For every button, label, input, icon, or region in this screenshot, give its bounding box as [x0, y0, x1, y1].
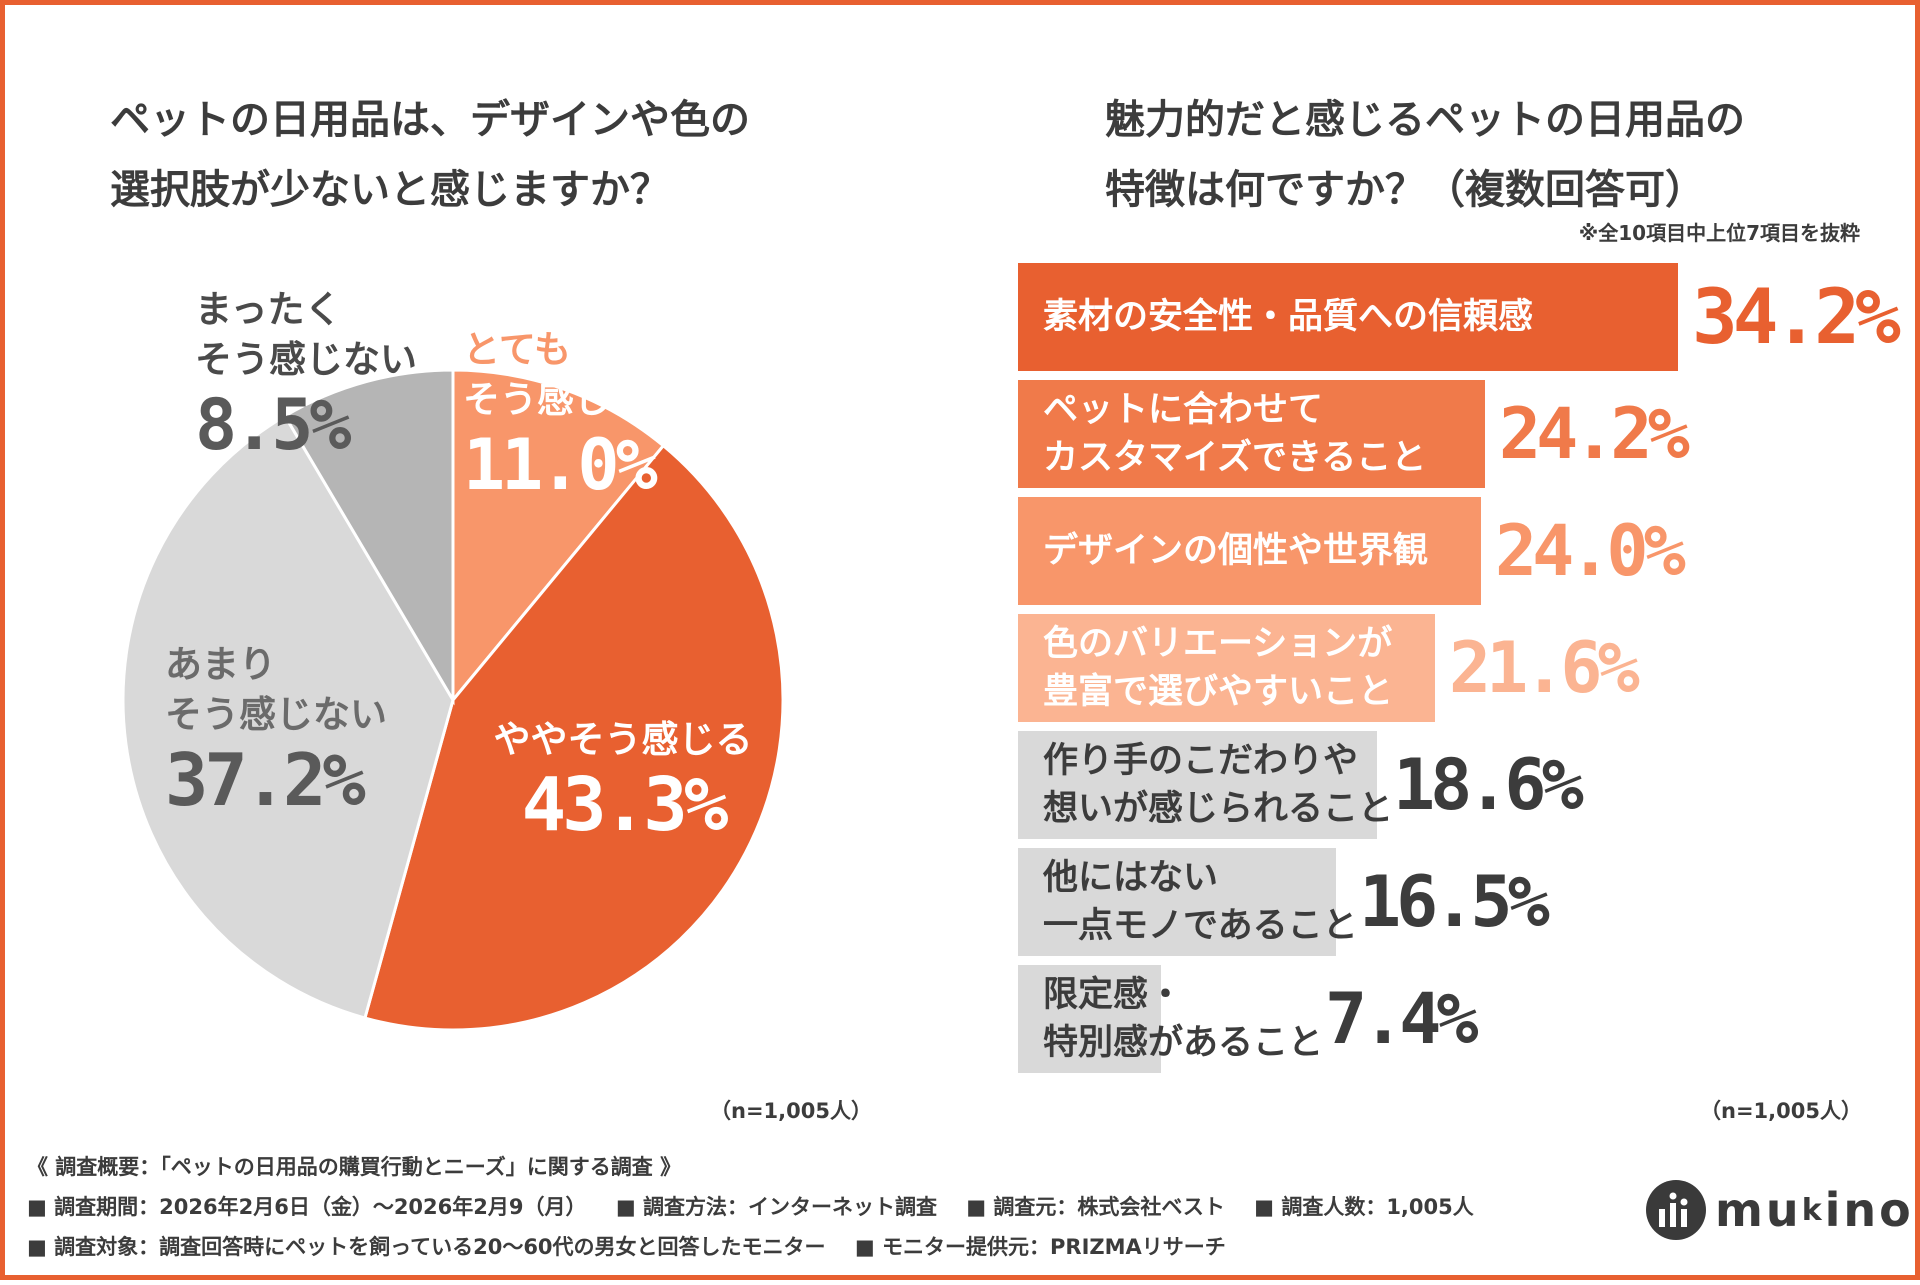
pie-label-text: そう感じない: [195, 338, 417, 381]
pie-slice-not-at-all: [282, 368, 455, 706]
bar-value: 18.6%: [1393, 744, 1584, 826]
bar-label-line: 一点モノであること: [1043, 906, 1358, 946]
bar-label-line: 特別感があること: [1043, 1023, 1324, 1063]
footer-survey-target: ■ 調査対象：調査回答時にペットを飼っている20～60代の男女と回答したモニター: [27, 1235, 826, 1259]
bar-row: デザインの個性や世界観 24.0%: [1018, 497, 1918, 605]
bar: [1018, 497, 1481, 605]
bar-label-line: ペットに合わせて: [1043, 390, 1324, 430]
footer-survey-source: ■ 調査元：株式会社ベスト: [966, 1195, 1225, 1219]
pie-value: 43.3%: [521, 762, 729, 848]
right-question-line-2: 特徴は何ですか？（複数回答可）: [1105, 167, 1705, 213]
bar-label-line: 作り手のこだわりや: [1043, 741, 1359, 781]
bar-label-line: 色のバリエーションが: [1043, 624, 1393, 664]
bar-label: 限定感・特別感があること: [1043, 965, 1323, 1073]
footer-line-3: ■ 調査対象：調査回答時にペットを飼っている20～60代の男女と回答したモニター…: [27, 1227, 1474, 1267]
pie-label-text: そう感じる: [463, 378, 648, 421]
footer-survey-method: ■ 調査方法：インターネット調査: [615, 1195, 937, 1219]
bar-row: 他にはない一点モノであること 16.5%: [1018, 848, 1918, 956]
right-n-label: （n=1,005人）: [1700, 1099, 1862, 1123]
pie-value: 8.5%: [195, 384, 352, 466]
bar-label: 素材の安全性・品質への信頼感: [1043, 263, 1533, 371]
bar-row: 色のバリエーションが 豊富で選びやすいこと 21.6%: [1018, 614, 1918, 722]
bar-value: 24.0%: [1495, 510, 1686, 592]
pie-chart: [121, 368, 785, 1032]
bar-label-line: デザインの個性や世界観: [1043, 531, 1429, 571]
bar-row: 限定感・特別感があること 7.4%: [1018, 965, 1918, 1073]
pie-slice-somewhat: [363, 443, 785, 1032]
footer-monitor-provider: ■ モニター提供元：PRIZMAリサーチ: [854, 1235, 1226, 1259]
bar: [1018, 263, 1678, 371]
pie-label-slice-somewhat: ややそう感じる 43.3%: [473, 715, 773, 845]
bar-row: 作り手のこだわりや 想いが感じられること 18.6%: [1018, 731, 1918, 839]
bar-row: 素材の安全性・品質への信頼感 34.2%: [1018, 263, 1918, 371]
pie-slice-very-much: [451, 368, 666, 705]
bar: [1018, 965, 1161, 1073]
survey-footer: 《 調査概要：「ペットの日用品の購買行動とニーズ」に関する調査 》 ■ 調査期間…: [27, 1147, 1474, 1267]
bar-label-line: 他にはない: [1043, 858, 1219, 898]
mukino-logo-text: mukino: [1715, 1183, 1914, 1237]
bar: [1018, 614, 1435, 722]
bar-value: 21.6%: [1449, 627, 1640, 709]
bar: [1018, 848, 1336, 956]
bar-label-line: カスタマイズできること: [1043, 438, 1427, 478]
bar: [1018, 380, 1485, 488]
pie-label-slice-not-at-all: まったくそう感じない 8.5%: [195, 285, 417, 465]
footer-title: 《 調査概要：「ペットの日用品の購買行動とニーズ」に関する調査 》: [27, 1155, 682, 1179]
pie-label-slice-very-much: とてもそう感じる 11.0%: [463, 325, 658, 506]
right-chart-note: ※全10項目中上位7項目を抜粋: [1578, 221, 1860, 245]
bar-value: 34.2%: [1692, 272, 1901, 361]
bar-value: 7.4%: [1325, 978, 1479, 1060]
bar-label: 他にはない一点モノであること: [1043, 848, 1358, 956]
pie-value: 11.0%: [463, 424, 658, 506]
bar-label-line: 豊富で選びやすいこと: [1043, 672, 1394, 712]
pie-label-text: まったく: [195, 288, 342, 331]
pie-slice-not-much: [121, 413, 455, 1020]
bar-row: ペットに合わせてカスタマイズできること 24.2%: [1018, 380, 1918, 488]
pie-value: 37.2%: [165, 738, 366, 822]
bar-label-line: 想いが感じられること: [1043, 789, 1394, 829]
footer-line-2: ■ 調査期間：2026年2月6日（金）～2026年2月9（月） ■ 調査方法：イ…: [27, 1187, 1474, 1227]
pie-label-text: とても: [463, 328, 572, 371]
bar-label-line: 素材の安全性・品質への信頼感: [1043, 297, 1534, 337]
pie-label-slice-not-much: あまりそう感じない 37.2%: [165, 640, 387, 820]
bar-value: 24.2%: [1499, 393, 1690, 475]
pie-label-text: あまり: [165, 643, 276, 686]
mukino-logo-mark-icon: [1646, 1180, 1706, 1240]
left-question-title: ペットの日用品は、デザインや色の 選択肢が少ないと感じますか？: [110, 85, 750, 225]
bar-label: デザインの個性や世界観: [1043, 497, 1428, 605]
right-question-title: 魅力的だと感じるペットの日用品の 特徴は何ですか？（複数回答可）: [1105, 85, 1745, 225]
pie-label-text: そう感じない: [165, 693, 387, 736]
bar-label: 作り手のこだわりや 想いが感じられること: [1043, 731, 1393, 839]
bar: [1018, 731, 1377, 839]
mukino-logo: mukino: [1645, 1175, 1914, 1245]
footer-survey-period: ■ 調査期間：2026年2月6日（金）～2026年2月9（月）: [27, 1195, 587, 1219]
bar-label: ペットに合わせてカスタマイズできること: [1043, 380, 1426, 488]
left-question-line-1: ペットの日用品は、デザインや色の: [110, 97, 750, 143]
bar-label: 色のバリエーションが 豊富で選びやすいこと: [1043, 614, 1393, 722]
bar-value: 16.5%: [1359, 861, 1550, 943]
left-question-line-2: 選択肢が少ないと感じますか？: [110, 167, 670, 213]
left-n-label: （n=1,005人）: [710, 1099, 872, 1123]
pie-label-text: ややそう感じる: [493, 718, 753, 761]
right-question-line-1: 魅力的だと感じるペットの日用品の: [1105, 97, 1745, 143]
footer-survey-count: ■ 調査人数：1,005人: [1254, 1195, 1474, 1219]
bar-label-line: 限定感・: [1043, 975, 1184, 1015]
